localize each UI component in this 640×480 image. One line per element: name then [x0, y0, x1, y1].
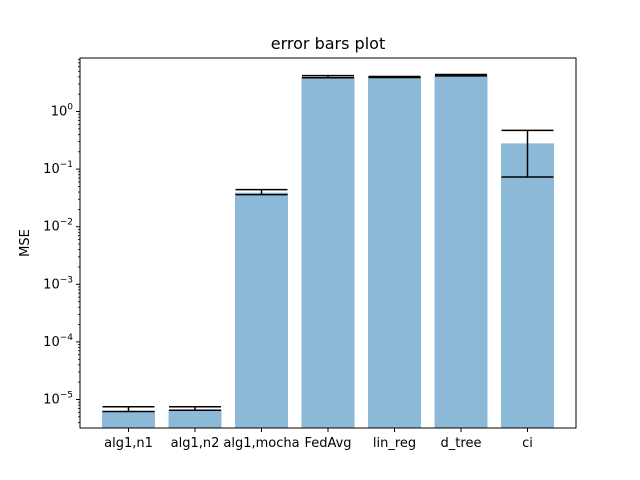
x-tick-label-0: alg1,n1 [104, 436, 153, 451]
bar-5 [434, 75, 488, 429]
y-tick-label-1: 10−4 [43, 333, 73, 350]
x-tick-label-5: d_tree [441, 436, 482, 451]
bar-2 [235, 192, 288, 428]
chart-title: error bars plot [271, 34, 385, 53]
x-tick-label-6: ci [522, 436, 533, 451]
x-tick-label-1: alg1,n2 [171, 436, 220, 451]
x-ticks-group: alg1,n1 alg1,n2 alg1,mocha FedAvg lin_reg d_t… [104, 428, 533, 451]
bar-0 [102, 411, 155, 428]
x-tick-label-4: lin_reg [373, 436, 416, 451]
bars-group [102, 75, 554, 429]
y-tick-label-4: 10−1 [43, 160, 73, 177]
y-tick-label-0: 10−5 [43, 390, 73, 407]
bar-3 [301, 76, 355, 428]
bar-6 [501, 143, 554, 428]
x-tick-label-3: FedAvg [304, 436, 351, 451]
error-bars-group [102, 73, 554, 413]
y-tick-label-5: 100 [51, 103, 74, 120]
y-ticks-group: 10−5 10−4 10−3 10−2 10−1 100 [43, 59, 80, 423]
y-tick-label-3: 10−2 [43, 218, 73, 235]
x-tick-label-2: alg1,mocha [223, 436, 299, 451]
bar-1 [168, 409, 222, 428]
y-tick-label-2: 10−3 [43, 275, 73, 292]
y-axis-label: MSE [18, 229, 33, 257]
bar-4 [368, 76, 421, 428]
